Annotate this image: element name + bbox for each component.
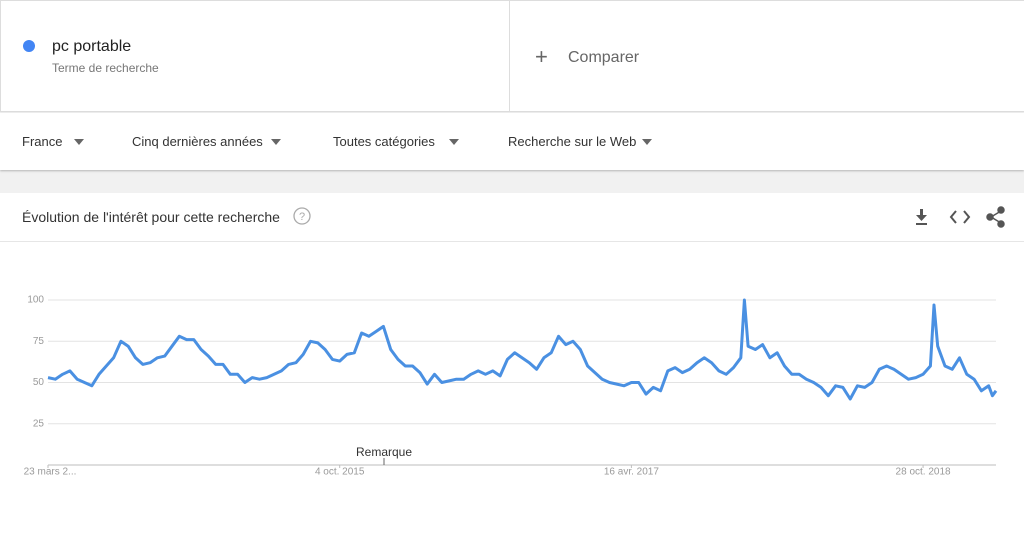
y-tick-label: 75 bbox=[33, 336, 45, 347]
y-tick-label: 100 bbox=[27, 295, 44, 306]
help-icon[interactable]: ? bbox=[293, 207, 311, 225]
y-tick-label: 25 bbox=[33, 418, 45, 429]
filter-bar bbox=[0, 113, 1024, 170]
term: pc portable bbox=[52, 38, 132, 55]
compare[interactable]: Comparer bbox=[568, 49, 640, 66]
card-title: Évolution de l'intérêt pour cette recher… bbox=[22, 209, 280, 225]
y-tick-label: 50 bbox=[33, 377, 45, 388]
search-term-panel[interactable] bbox=[0, 0, 510, 112]
filter[interactable]: Toutes catégories bbox=[333, 134, 435, 149]
filter[interactable]: Recherche sur le Web bbox=[508, 134, 637, 149]
x-tick-label: 23 mars 2... bbox=[24, 467, 77, 478]
card bbox=[0, 193, 1024, 541]
series-line bbox=[47, 298, 998, 401]
filter[interactable]: Cinq dernières années bbox=[132, 134, 263, 149]
download-icon[interactable] bbox=[916, 209, 927, 225]
x-tick-label: 28 oct. 2018 bbox=[896, 467, 951, 478]
dropdown-arrow[interactable] bbox=[271, 139, 281, 145]
term-subtitle: Terme de recherche bbox=[52, 61, 159, 75]
dropdown-arrow[interactable] bbox=[642, 139, 652, 145]
x-tick-label: 16 avr. 2017 bbox=[604, 467, 659, 478]
dropdown-arrow[interactable] bbox=[449, 139, 459, 145]
dropdown-arrows bbox=[74, 139, 652, 145]
plus-icon[interactable]: + bbox=[535, 44, 548, 69]
svg-text:?: ? bbox=[299, 211, 305, 223]
divider bbox=[0, 241, 1024, 242]
embed-icon[interactable] bbox=[949, 210, 971, 224]
x-tick-label: 4 oct. 2015 bbox=[315, 467, 365, 478]
share-icon[interactable] bbox=[986, 206, 1005, 228]
search-bar bbox=[0, 0, 1024, 112]
annotation: Remarque bbox=[356, 445, 412, 459]
chart: 25 50 75 100 23 mars 2... 4 oct. 2015 16 avr. … bbox=[24, 295, 998, 478]
term-dot bbox=[23, 40, 35, 52]
filter[interactable]: France bbox=[22, 134, 63, 149]
dropdown-arrow[interactable] bbox=[74, 139, 84, 145]
